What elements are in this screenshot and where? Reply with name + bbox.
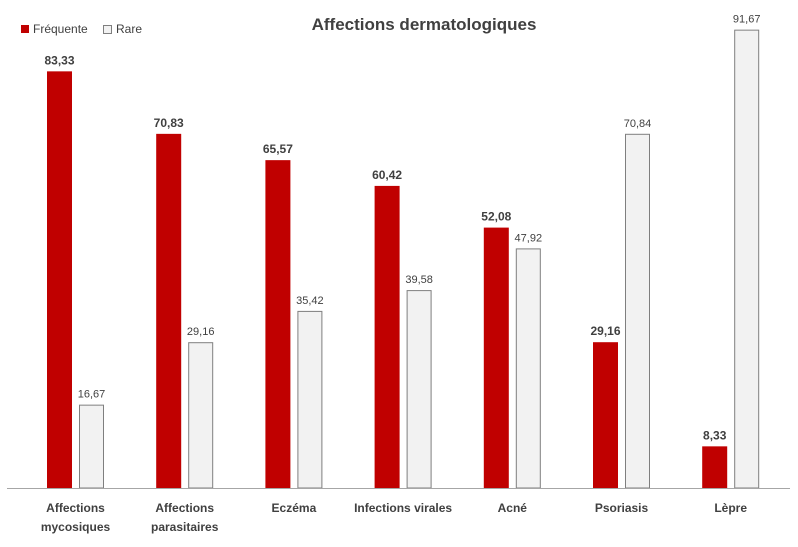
category-label: Psoriasis <box>595 501 649 515</box>
bar-rare <box>297 310 323 489</box>
value-label-frequente: 83,33 <box>44 53 74 67</box>
value-label-frequente: 29,16 <box>590 324 620 338</box>
bar-rare <box>406 290 432 489</box>
category-label: Affections mycosiques <box>41 501 111 534</box>
value-label-frequente: 70,83 <box>154 116 184 130</box>
category-label: Affections parasitaires <box>151 501 219 534</box>
legend-label-rare: Rare <box>116 22 142 36</box>
legend-label-frequente: Fréquente <box>33 22 88 36</box>
value-label-frequente: 65,57 <box>263 142 293 156</box>
value-label-frequente: 60,42 <box>372 168 402 182</box>
value-labels: 83,33 16,67 70,83 29,16 65,57 35,42 60,42 39,58… <box>44 14 760 443</box>
legend: Fréquente Rare <box>21 22 142 36</box>
value-label-rare: 39,58 <box>405 274 433 286</box>
bars <box>47 29 760 489</box>
category-label: Acné <box>498 501 528 515</box>
value-label-rare: 16,67 <box>78 389 106 401</box>
value-label-rare: 35,42 <box>296 295 324 307</box>
bar-frequente <box>156 133 182 488</box>
bar-rare <box>79 404 104 489</box>
bar-rare <box>188 342 214 489</box>
bar-rare <box>734 29 760 489</box>
value-label-rare: 70,84 <box>624 118 652 130</box>
category-labels: Affections mycosiques Affections parasitair… <box>41 501 748 534</box>
category-label: Lèpre <box>714 501 747 515</box>
bar-frequente <box>374 185 400 488</box>
bar-rare <box>625 133 650 489</box>
bar-frequente <box>265 160 291 488</box>
bar-rare <box>515 248 541 489</box>
legend-swatch-frequente <box>21 25 29 33</box>
value-label-frequente: 8,33 <box>703 428 727 442</box>
bar-frequente <box>593 342 618 488</box>
value-label-rare: 47,92 <box>515 232 543 244</box>
value-label-frequente: 52,08 <box>481 210 511 224</box>
bar-frequente <box>47 71 72 488</box>
bar-frequente <box>702 446 728 488</box>
value-label-rare: 91,67 <box>733 14 761 26</box>
chart-title: Affections dermatologiques <box>312 15 537 34</box>
category-label: Infections virales <box>354 501 452 515</box>
category-label: Eczéma <box>272 501 317 515</box>
legend-swatch-rare <box>103 25 112 34</box>
bar-frequente <box>483 227 509 488</box>
value-label-rare: 29,16 <box>187 326 215 338</box>
